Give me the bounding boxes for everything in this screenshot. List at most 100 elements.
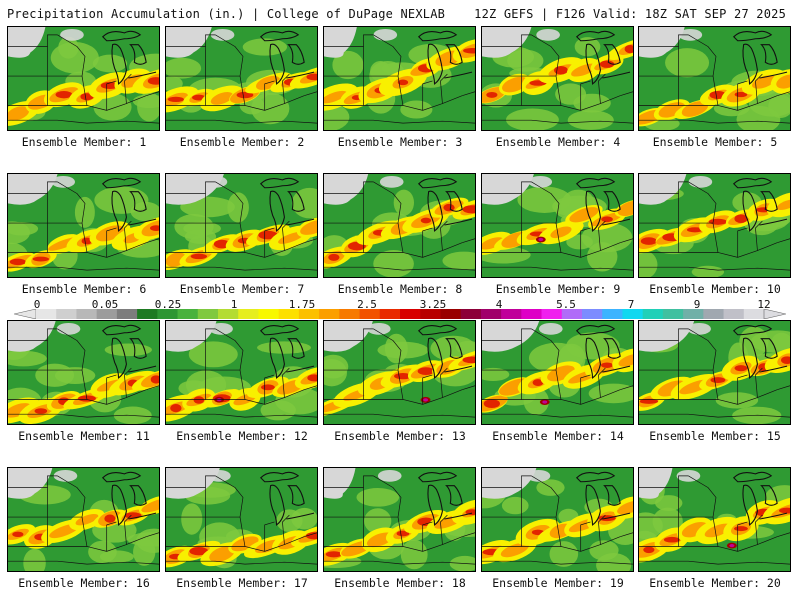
precip-map [482, 27, 633, 130]
colorbar-swatch [582, 309, 603, 319]
colorbar-swatch [379, 309, 401, 319]
member-label: Ensemble Member: 14 [492, 429, 624, 443]
member-map-panel [638, 467, 791, 572]
precip-map [166, 321, 317, 424]
precip-map [482, 321, 633, 424]
member-map-panel [165, 467, 318, 572]
colorbar-tick-label: 3.25 [419, 298, 447, 311]
precip-map [8, 321, 159, 424]
precip-map [166, 468, 317, 571]
precip-map [8, 174, 159, 277]
colorbar-swatch [662, 309, 684, 319]
member-label: Ensemble Member: 12 [176, 429, 308, 443]
precip-map [639, 468, 790, 571]
member-label: Ensemble Member: 9 [495, 282, 621, 296]
precip-map [324, 27, 475, 130]
member-map-panel [165, 320, 318, 425]
colorbar-swatch [622, 309, 644, 319]
precip-map [324, 468, 475, 571]
colorbar-swatch [501, 309, 522, 319]
member-label: Ensemble Member: 13 [334, 429, 466, 443]
colorbar-tick-label: 1.75 [288, 298, 316, 311]
precip-map [482, 174, 633, 277]
colorbar-swatch [400, 309, 421, 319]
colorbar-swatch [723, 309, 745, 319]
precip-map [482, 468, 633, 571]
member-map-panel [481, 26, 634, 131]
colorbar-swatch [258, 309, 280, 319]
member-label: Ensemble Member: 18 [334, 576, 466, 590]
member-map-panel [323, 320, 476, 425]
colorbar-swatch [440, 309, 462, 319]
colorbar-swatch [521, 309, 542, 319]
colorbar-swatch [480, 309, 502, 319]
colorbar-tick-label: 5.5 [556, 298, 576, 311]
member-label: Ensemble Member: 1 [21, 135, 147, 149]
colorbar-swatch [238, 309, 259, 319]
colorbar-swatch [561, 309, 583, 319]
member-label: Ensemble Member: 10 [649, 282, 781, 296]
colorbar-swatch [96, 309, 118, 319]
member-map-panel [7, 467, 160, 572]
colorbar-tick-label: 0.25 [154, 298, 182, 311]
colorbar-swatch [703, 309, 724, 319]
member-label: Ensemble Member: 20 [649, 576, 781, 590]
colorbar-swatch [642, 309, 664, 319]
member-map-panel [638, 320, 791, 425]
member-label: Ensemble Member: 7 [179, 282, 305, 296]
member-map-panel [7, 320, 160, 425]
colorbar-tick-label: 9 [693, 298, 701, 311]
colorbar-swatch [157, 309, 178, 319]
run-valid-time: 12Z GEFS | F126 Valid: 18Z SAT SEP 27 20… [474, 7, 786, 21]
precip-map [639, 27, 790, 130]
member-map-panel [165, 173, 318, 278]
member-map-panel [323, 173, 476, 278]
member-label: Ensemble Member: 17 [176, 576, 308, 590]
colorbar-swatch [359, 309, 381, 319]
colorbar-swatch [298, 309, 320, 319]
member-map-panel [165, 26, 318, 131]
colorbar-swatch [602, 309, 623, 319]
colorbar-tick-label: 4 [495, 298, 503, 311]
precip-map [8, 27, 159, 130]
colorbar-swatch [278, 309, 300, 319]
colorbar-swatch [420, 309, 441, 319]
precip-map [324, 321, 475, 424]
member-map-panel [481, 320, 634, 425]
colorbar-swatch [460, 309, 482, 319]
member-label: Ensemble Member: 6 [21, 282, 147, 296]
precip-map [8, 468, 159, 571]
precip-map [166, 27, 317, 130]
colorbar-swatch [339, 309, 360, 319]
colorbar-tick-label: 2.5 [357, 298, 377, 311]
colorbar-swatch [116, 309, 138, 319]
colorbar-swatch [541, 309, 563, 319]
colorbar-tick-label: 12 [757, 298, 771, 311]
member-map-panel [7, 26, 160, 131]
colorbar-tick-labels: 0 0.05 0.25 1 1.75 2.5 3.25 4 5.5 7 9 12 [0, 298, 800, 311]
member-label: Ensemble Member: 3 [337, 135, 463, 149]
colorbar-right-arrow [763, 309, 786, 319]
colorbar-tick-label: 0 [33, 298, 41, 311]
colorbar-swatch [683, 309, 704, 319]
colorbar [14, 309, 786, 319]
precip-map [639, 321, 790, 424]
colorbar-swatch [197, 309, 219, 319]
colorbar-swatch [56, 309, 77, 319]
precip-map [166, 174, 317, 277]
member-map-panel [323, 26, 476, 131]
member-map-panel [638, 26, 791, 131]
colorbar-tick-label: 7 [627, 298, 635, 311]
colorbar-swatch [743, 309, 765, 319]
member-label: Ensemble Member: 8 [337, 282, 463, 296]
colorbar-swatch [137, 309, 158, 319]
colorbar-swatch [36, 309, 57, 319]
member-map-panel [323, 467, 476, 572]
member-label: Ensemble Member: 5 [652, 135, 778, 149]
member-label: Ensemble Member: 19 [492, 576, 624, 590]
member-label: Ensemble Member: 2 [179, 135, 305, 149]
member-map-panel [7, 173, 160, 278]
member-label: Ensemble Member: 15 [649, 429, 781, 443]
member-map-panel [481, 467, 634, 572]
chart-title: Precipitation Accumulation (in.) | Colle… [7, 7, 446, 21]
